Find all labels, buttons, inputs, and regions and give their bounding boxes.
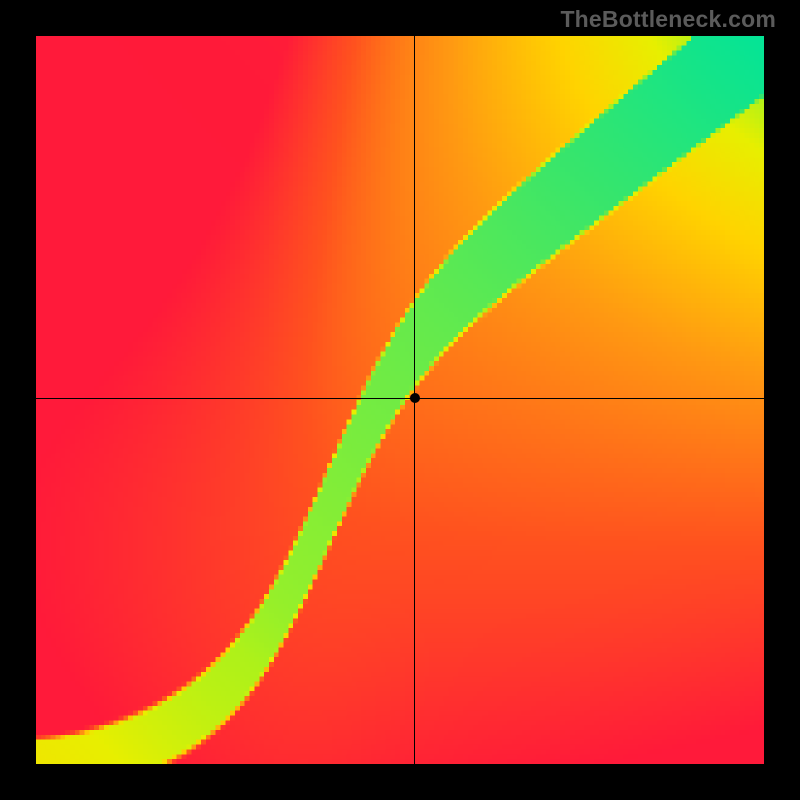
heatmap-canvas: [36, 36, 764, 764]
heatmap-plot: [36, 36, 764, 764]
crosshair-horizontal: [36, 398, 764, 399]
watermark-text: TheBottleneck.com: [560, 6, 776, 33]
chart-frame: { "watermark": { "text": "TheBottleneck.…: [0, 0, 800, 800]
crosshair-marker: [410, 393, 420, 403]
